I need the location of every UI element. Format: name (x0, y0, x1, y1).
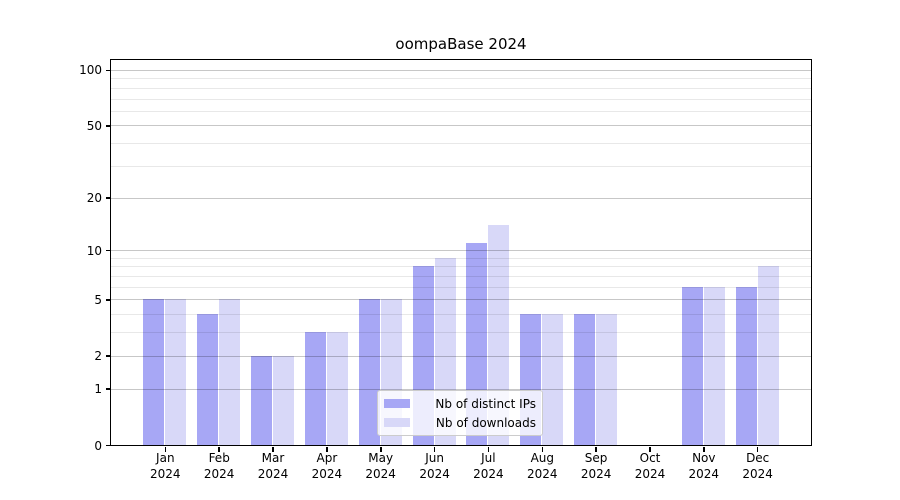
gridline-minor (111, 257, 811, 259)
x-tick-label: Apr 2024 (311, 451, 343, 481)
x-tick-label: Aug 2024 (527, 451, 558, 481)
gridline-major (111, 69, 811, 71)
bar-distinct-ips (681, 286, 703, 445)
bar-distinct-ips (735, 286, 757, 445)
x-tick-label: Nov 2024 (688, 451, 720, 481)
x-tick-label: Jan 2024 (150, 451, 181, 481)
x-tick-label: Jun 2024 (419, 451, 450, 481)
gridline-minor (111, 87, 811, 89)
gridline-major (111, 125, 811, 127)
y-tick-mark (106, 197, 111, 199)
y-tick-label: 50 (86, 118, 102, 133)
x-tick-mark (487, 447, 490, 452)
bar-distinct-ips (251, 355, 272, 445)
gridline-minor (111, 314, 811, 316)
bar-downloads (703, 286, 725, 445)
chart-title: oompaBase 2024 (395, 35, 527, 53)
legend-swatch-distinct-ips (384, 399, 410, 408)
x-tick-mark (541, 447, 543, 452)
bar-downloads (757, 266, 779, 445)
gridline-major (111, 355, 811, 357)
y-tick-label: 2 (94, 349, 102, 364)
y-tick-label: 5 (94, 292, 102, 307)
gridline-minor (111, 98, 811, 100)
y-tick-mark (106, 249, 111, 252)
bar-distinct-ips (574, 314, 596, 445)
legend-swatch-downloads (384, 418, 410, 427)
x-tick-label: Mar 2024 (257, 451, 289, 481)
x-tick-label: Sep 2024 (580, 451, 612, 481)
y-tick-mark (106, 69, 111, 72)
gridline-major (111, 299, 811, 301)
bar-distinct-ips (304, 332, 326, 445)
bar-downloads (488, 224, 510, 445)
bar-downloads (326, 332, 348, 445)
legend: Nb of distinct IPs Nb of downloads (377, 390, 543, 436)
bar-distinct-ips (143, 299, 165, 445)
x-tick-mark (326, 447, 328, 452)
bar-downloads (596, 314, 618, 445)
x-tick-label: Oct 2024 (634, 451, 666, 481)
gridline-minor (111, 165, 811, 167)
x-tick-label: Jul 2024 (473, 451, 504, 481)
y-tick-mark (106, 299, 111, 301)
x-tick-mark (380, 447, 382, 452)
legend-row-downloads: Nb of downloads (384, 415, 536, 431)
y-tick-label: 100 (79, 63, 102, 78)
y-tick-label: 10 (86, 243, 102, 258)
x-tick-mark (649, 447, 651, 452)
gridlines-layer (111, 60, 811, 445)
x-tick-mark (218, 447, 220, 452)
gridline-minor (111, 266, 811, 268)
y-tick-mark (106, 355, 111, 357)
x-tick-mark (433, 447, 436, 452)
gridline-minor (111, 276, 811, 277)
bar-downloads (542, 314, 564, 445)
x-tick-mark (703, 447, 705, 452)
gridline-minor (111, 286, 811, 288)
x-tick-mark (164, 447, 167, 452)
x-tick-mark (756, 447, 759, 452)
y-tick-label: 1 (94, 382, 102, 397)
gridline-major (111, 250, 811, 252)
x-tick-mark (272, 447, 274, 452)
x-tick-label: May 2024 (365, 451, 396, 481)
bar-downloads (165, 299, 187, 445)
y-tick-mark (106, 125, 111, 127)
y-tick-label: 20 (86, 191, 102, 205)
bar-downloads (273, 355, 294, 445)
gridline-minor (111, 143, 811, 145)
y-tick-label: 0 (94, 438, 102, 453)
gridline-major (111, 197, 811, 199)
x-tick-mark (595, 447, 597, 452)
bar-distinct-ips (197, 314, 219, 445)
y-tick-mark (106, 388, 111, 390)
gridline-minor (111, 332, 811, 334)
legend-label-distinct-ips: Nb of distinct IPs (435, 396, 536, 411)
legend-label-downloads: Nb of downloads (435, 415, 536, 430)
y-tick-mark (106, 444, 111, 447)
x-tick-label: Dec 2024 (742, 451, 773, 481)
gridline-minor (111, 78, 811, 80)
bar-downloads (219, 299, 241, 445)
gridline-minor (111, 110, 811, 112)
plot-area: Nb of distinct IPs Nb of downloads (110, 59, 812, 446)
gridline-major (111, 388, 811, 390)
bar-distinct-ips (358, 299, 380, 445)
legend-row-distinct-ips: Nb of distinct IPs (384, 396, 536, 412)
x-tick-label: Feb 2024 (203, 451, 235, 481)
